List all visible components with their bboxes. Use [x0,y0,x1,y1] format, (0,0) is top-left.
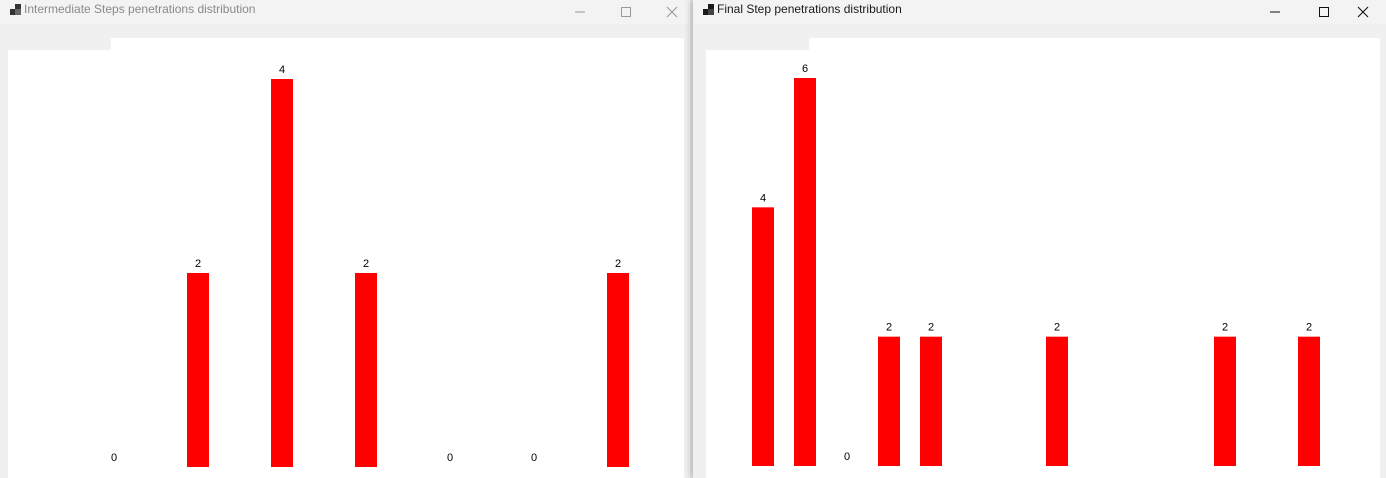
data-label: 4 [760,192,766,204]
close-icon [666,6,678,18]
bar-chart: 4 6 0 2 2 2 2 2 [752,63,1320,467]
bar-chart: 0 2 4 2 0 0 2 [111,64,629,467]
bar [1046,336,1068,466]
title-bar[interactable]: Intermediate Steps penetrations distribu… [0,0,690,24]
maximize-icon [1319,7,1329,17]
data-label: 0 [844,451,850,463]
maximize-icon [621,7,631,17]
data-label: 2 [195,258,201,270]
app-icon [703,4,714,15]
window-title: Intermediate Steps penetrations distribu… [24,2,256,16]
close-button[interactable] [649,0,690,24]
final-step-window: Final Step penetrations distribution 4 6 0… [693,0,1386,478]
maximize-button[interactable] [603,0,649,24]
data-label: 2 [928,322,934,334]
data-label: 4 [279,64,285,76]
data-label: 2 [1222,322,1228,334]
chart-area: 0 2 4 2 0 0 2 [8,38,684,478]
close-button[interactable] [1340,0,1386,24]
bar [355,273,377,467]
minimize-icon [575,11,585,13]
chart-area: 4 6 0 2 2 2 2 2 [706,38,1380,478]
chart-corner-strip [706,38,809,50]
app-icon [10,4,21,15]
close-icon [1357,6,1369,18]
minimize-icon [1270,11,1280,13]
window-title: Final Step penetrations distribution [717,2,902,16]
bar [1298,336,1320,466]
bar [878,336,900,466]
intermediate-steps-window: Intermediate Steps penetrations distribu… [0,0,690,478]
maximize-button[interactable] [1301,0,1347,24]
data-label: 2 [363,258,369,270]
title-bar[interactable]: Final Step penetrations distribution [693,0,1386,24]
bar [1214,336,1236,466]
bar [607,273,629,467]
minimize-button[interactable] [1252,0,1298,24]
chart-corner-strip [8,38,111,50]
bar [752,207,774,467]
data-label: 0 [111,452,117,464]
data-label: 0 [447,452,453,464]
data-label: 2 [886,322,892,334]
data-label: 6 [802,63,808,75]
bar [920,336,942,466]
data-label: 2 [615,258,621,270]
bar [794,78,816,466]
data-label: 0 [531,452,537,464]
bar [187,273,209,467]
minimize-button[interactable] [557,0,603,24]
data-label: 2 [1306,322,1312,334]
data-label: 2 [1054,322,1060,334]
bar [271,79,293,467]
